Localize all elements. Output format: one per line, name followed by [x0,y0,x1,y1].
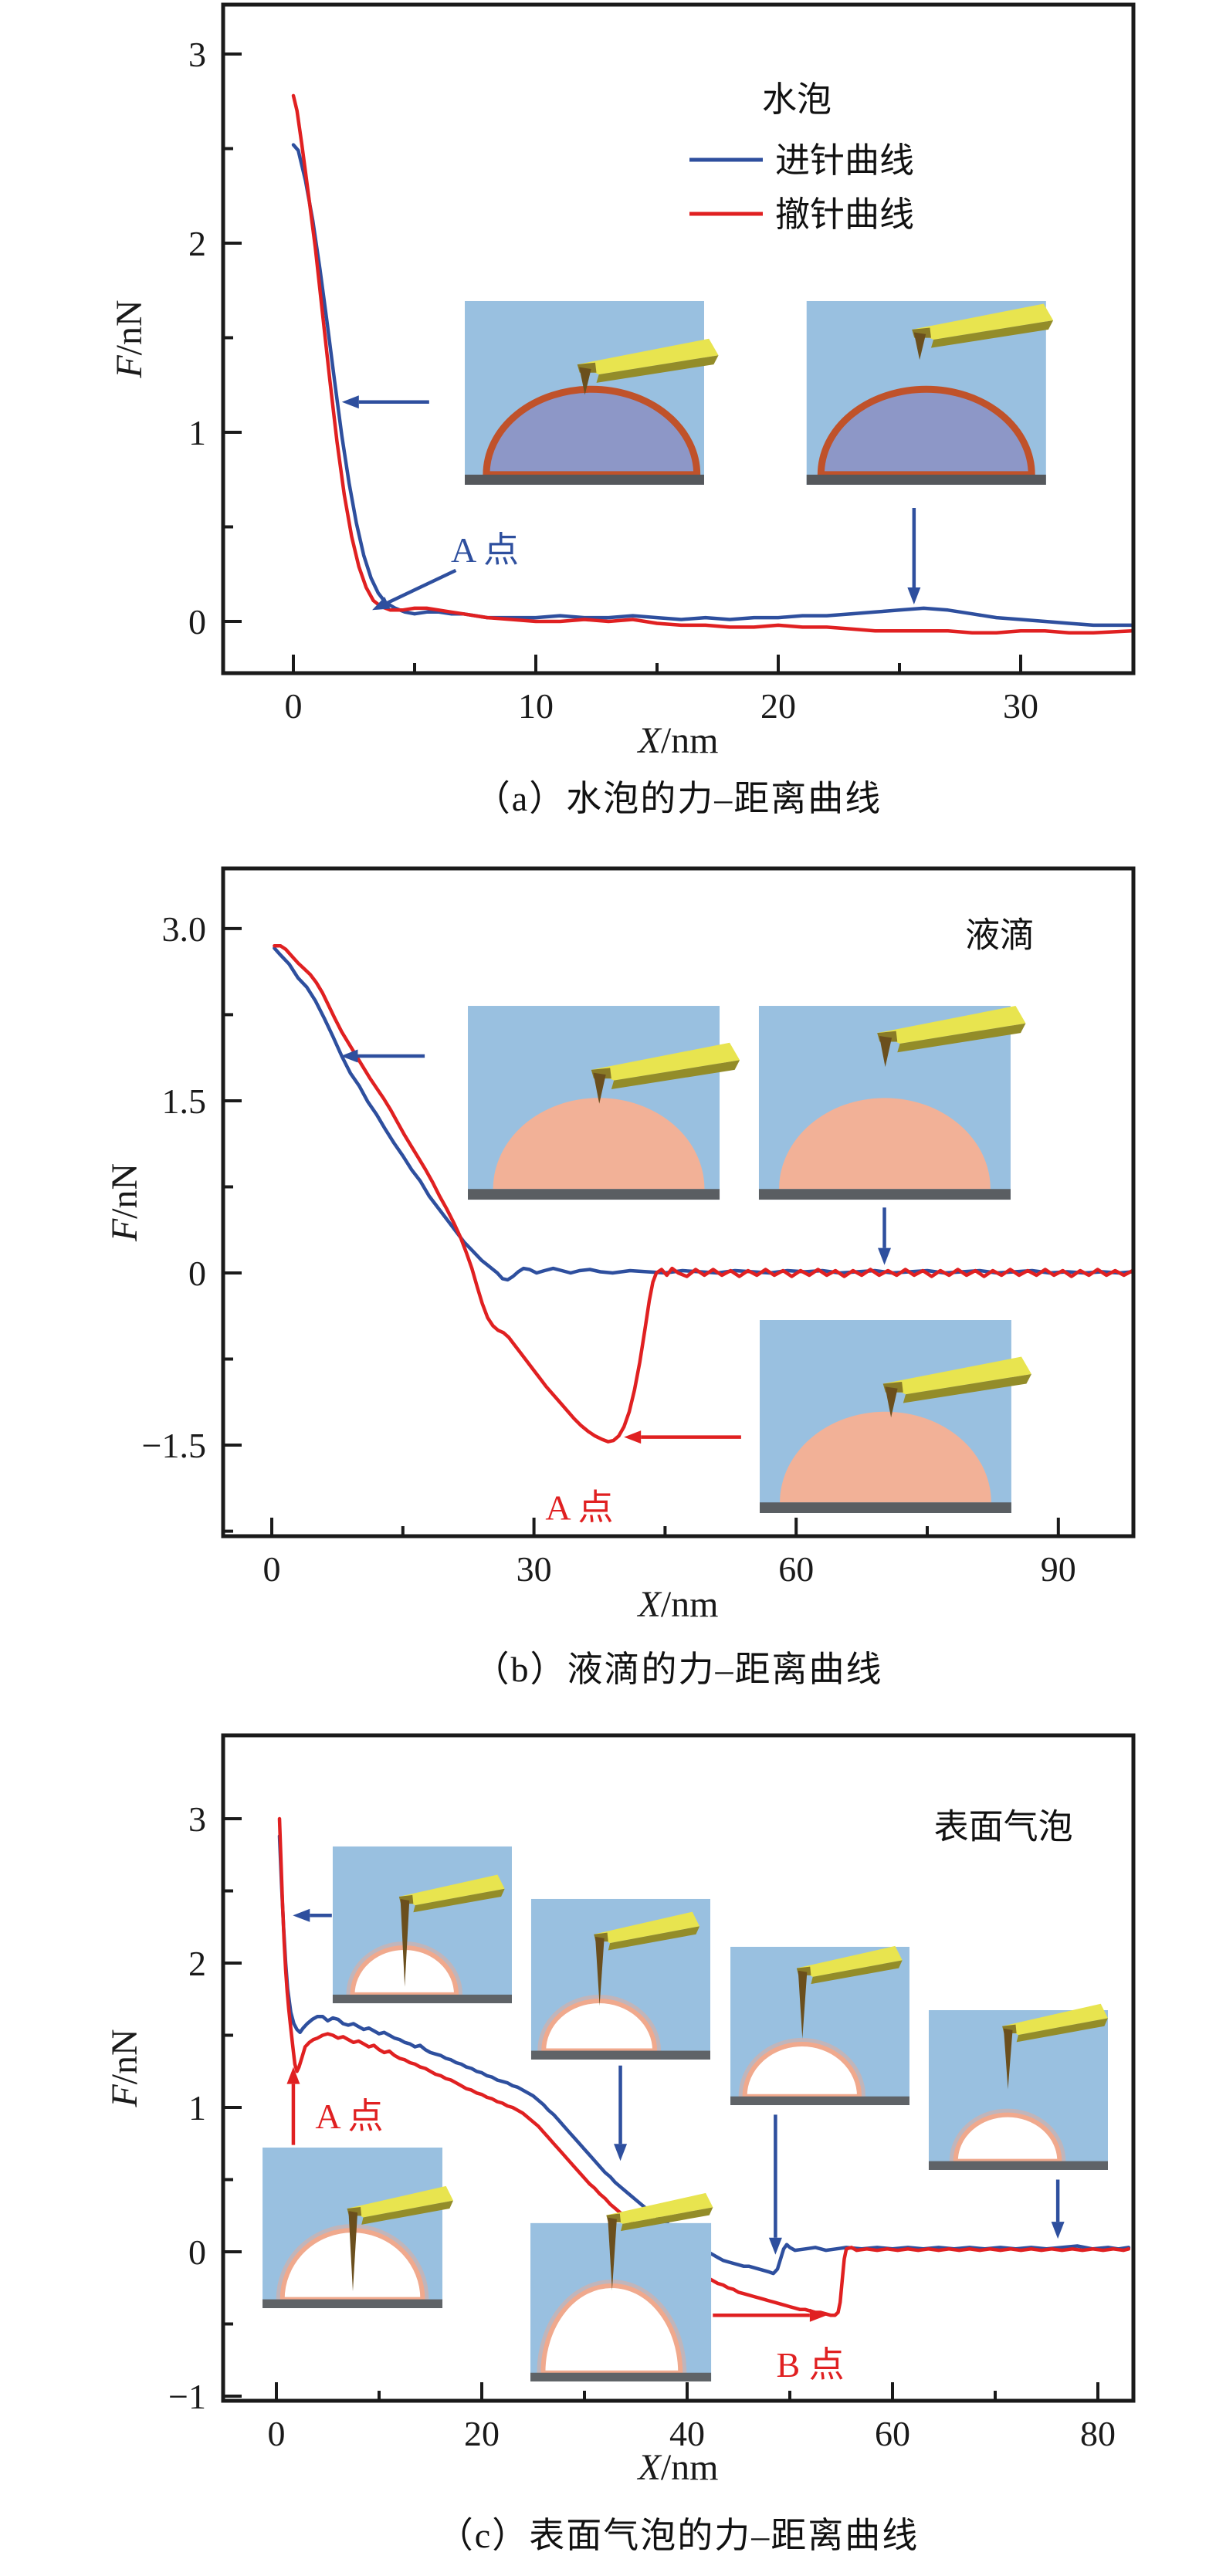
annotation-group: A 点 B 点 [286,1908,1065,2385]
x-tick-label: 90 [1041,1549,1076,1589]
x-tick-label: 0 [263,1549,281,1589]
x-tick-label: 60 [875,2414,910,2453]
y-tick-label: 1 [188,2088,206,2127]
y-tick-label: 0 [188,602,206,641]
annotation-arrowhead [624,1430,642,1444]
y-tick-label: 1 [188,413,206,452]
annotation-label: A 点 [545,1488,613,1527]
annotation-group: A 点 [340,1049,892,1527]
x-tick-label: 40 [669,2414,705,2453]
y-tick-label: 3.0 [162,909,207,949]
afm-inset [468,1006,740,1200]
x-tick-label: 20 [760,686,796,726]
x-axis-label: X/nm [637,720,719,761]
afm-inset [530,2192,713,2382]
afm-inset [758,1006,1026,1200]
y-tick-label: −1 [168,2377,206,2416]
approach-curve [273,946,1135,1282]
annotation-arrowhead [286,2067,300,2084]
annotation-arrowhead [293,1908,310,1922]
afm-inset [530,1898,711,2060]
x-axis-label: X/nm [637,1584,719,1625]
corner-label: 液滴 [965,915,1035,954]
x-tick-label: 30 [1003,686,1038,726]
annotation-label: A 点 [315,2097,383,2136]
retract-curve [291,93,1134,635]
axes-group: 0 20 40 60 80 −1 0 1 2 3 [168,1733,1136,2453]
x-axis-label: X/nm [637,2447,719,2488]
annotation-arrowhead [768,2237,782,2255]
afm-inset [806,300,1054,485]
annotation-arrowhead [340,1049,358,1063]
x-tick-label: 20 [464,2414,500,2453]
afm-inset [730,1945,909,2106]
afm-inset [332,1846,512,2004]
annotation-arrowhead [614,2144,628,2161]
y-tick-label: −1.5 [142,1426,206,1465]
chart-b-caption: （b）液滴的力–距离曲线 [473,1650,883,1689]
retract-curve [273,943,1135,1444]
y-axis-label: F/nN [104,2029,145,2107]
annotation-label: B 点 [777,2345,845,2385]
afm-inset [465,300,719,485]
inset-group [468,1006,1031,1513]
afm-inset [263,2148,453,2309]
series-group [273,943,1135,1444]
annotation-arrowhead [907,587,921,604]
y-axis-label: F/nN [104,1163,145,1242]
annotation-arrowhead [1051,2222,1065,2239]
annotation-arrowhead [809,2308,827,2322]
annotation-arrowhead [341,395,359,409]
x-tick-label: 10 [518,686,554,726]
chart-svg: 0 30 60 90 −1.5 0 1.5 3.0 X/nm F/nN 液滴 A 点 [104,866,1136,1625]
y-axis-label: F/nN [109,300,150,378]
chart-c-caption: （c）表面气泡的力–距离曲线 [437,2516,920,2555]
inset-group [465,300,1054,485]
annotation-label: A 点 [451,530,519,570]
afm-inset [760,1319,1031,1513]
legend-item-label: 撤针曲线 [775,195,914,234]
axes-group: 0 10 20 30 0 1 2 3 [188,2,1136,726]
x-tick-label: 0 [268,2414,286,2453]
approach-curve [277,1834,1131,2276]
y-tick-label: 2 [188,224,206,263]
annotation-arrowhead [878,1247,892,1265]
x-tick-label: 30 [517,1549,552,1589]
annotation-arrow [386,568,457,604]
legend-title: 水泡 [762,80,832,119]
x-tick-label: 0 [285,686,303,726]
y-tick-label: 0 [188,1254,206,1293]
y-tick-label: 3 [188,35,206,74]
afm-inset [928,2003,1108,2170]
annotation-group: A 点 [341,395,921,611]
x-tick-label: 60 [778,1549,814,1589]
y-tick-label: 0 [188,2232,206,2272]
y-tick-label: 2 [188,1944,206,1983]
y-tick-label: 1.5 [162,1082,207,1121]
inset-group [263,1846,1108,2382]
approach-curve [291,143,1134,628]
corner-label: 表面气泡 [934,1806,1073,1846]
annotation-arrowhead [372,597,391,611]
chart-a-caption: （a）水泡的力–距离曲线 [474,779,882,818]
x-tick-label: 80 [1080,2414,1116,2453]
chart-svg: 0 20 40 60 80 −1 0 1 2 3 X/nm F/nN 表面气泡 A 点 B 点 [104,1733,1136,2488]
y-tick-label: 3 [188,1799,206,1839]
legend-item-label: 进针曲线 [775,140,914,180]
series-group [291,93,1134,635]
axes-group: 0 30 60 90 −1.5 0 1.5 3.0 [142,866,1136,1589]
